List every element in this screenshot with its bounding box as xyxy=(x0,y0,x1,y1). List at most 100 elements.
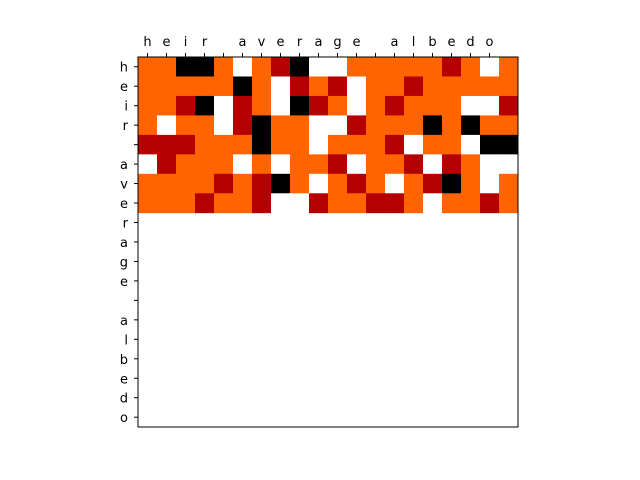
heatmap-cell-r4-c3 xyxy=(195,134,215,155)
heatmap-cell-r4-c12 xyxy=(366,134,386,155)
heatmap-cell-r0-c6 xyxy=(252,57,272,77)
heatmap-cell-r3-c4 xyxy=(214,115,234,136)
heatmap-cell-r4-c11 xyxy=(347,134,367,155)
heatmap-cell-r3-c10 xyxy=(328,115,348,136)
x-tick-label: o xyxy=(486,35,494,50)
x-tick-label: g xyxy=(333,35,341,50)
x-tick-label: b xyxy=(428,35,436,50)
heatmap-cell-r6-c11 xyxy=(347,173,367,194)
heatmap-cell-r1-c6 xyxy=(252,76,272,97)
heatmap-cell-r1-c14 xyxy=(404,76,424,97)
heatmap-cell-r0-c2 xyxy=(176,57,196,77)
heatmap-cell-r6-c17 xyxy=(461,173,481,194)
x-tick-label: i xyxy=(184,35,188,50)
heatmap-cell-r3-c16 xyxy=(442,115,462,136)
heatmap-cell-r1-c17 xyxy=(461,76,481,97)
heatmap-cell-r1-c2 xyxy=(176,76,196,97)
heatmap-cell-r7-c1 xyxy=(157,193,177,214)
y-tick-label: l xyxy=(124,333,128,348)
heatmap-cell-r6-c18 xyxy=(480,173,500,194)
heatmap-cell-r2-c5 xyxy=(233,95,253,116)
heatmap-cell-r3-c18 xyxy=(480,115,500,136)
y-tick-label: a xyxy=(120,314,128,329)
heatmap-cell-r6-c4 xyxy=(214,173,234,194)
heatmap-cell-r6-c10 xyxy=(328,173,348,194)
heatmap-cell-r2-c1 xyxy=(157,95,177,116)
heatmap-cell-r5-c0 xyxy=(138,154,158,175)
heatmap-cell-r0-c4 xyxy=(214,57,234,77)
heatmap-cell-r0-c13 xyxy=(385,57,405,77)
heatmap-cell-r4-c15 xyxy=(423,134,443,155)
heatmap-cell-r1-c7 xyxy=(271,76,291,97)
heatmap-cell-r5-c17 xyxy=(461,154,481,175)
heatmap-cell-r3-c19 xyxy=(499,115,519,136)
heatmap-cell-r5-c1 xyxy=(157,154,177,175)
heatmap-cell-r5-c6 xyxy=(252,154,272,175)
heatmap-cell-r6-c15 xyxy=(423,173,443,194)
heatmap-cell-r6-c2 xyxy=(176,173,196,194)
heatmap-cell-r7-c0 xyxy=(138,193,158,214)
heatmap-cell-r1-c15 xyxy=(423,76,443,97)
heatmap-cell-r2-c17 xyxy=(461,95,481,116)
y-tick-label: v xyxy=(120,178,128,193)
heatmap-cell-r3-c1 xyxy=(157,115,177,136)
heatmap-cell-r0-c0 xyxy=(138,57,158,77)
heatmap-cell-r7-c10 xyxy=(328,193,348,214)
heatmap-cell-r4-c6 xyxy=(252,134,272,155)
heatmap-cell-r2-c8 xyxy=(290,95,310,116)
heatmap-cell-r5-c13 xyxy=(385,154,405,175)
heatmap-cell-r7-c7 xyxy=(271,193,291,214)
heatmap-cell-r6-c12 xyxy=(366,173,386,194)
heatmap-cell-r5-c3 xyxy=(195,154,215,175)
heatmap-cell-r2-c19 xyxy=(499,95,519,116)
heatmap-cell-r4-c19 xyxy=(499,134,519,155)
heatmap-cell-r7-c11 xyxy=(347,193,367,214)
heatmap-cell-r0-c14 xyxy=(404,57,424,77)
heatmap-cell-r3-c11 xyxy=(347,115,367,136)
heatmap-cell-r2-c12 xyxy=(366,95,386,116)
heatmap-cell-r1-c13 xyxy=(385,76,405,97)
y-tick-label: e xyxy=(120,275,128,290)
heatmap-cell-r7-c9 xyxy=(309,193,329,214)
heatmap-cell-r0-c12 xyxy=(366,57,386,77)
heatmap-cell-r2-c16 xyxy=(442,95,462,116)
heatmap-cell-r4-c4 xyxy=(214,134,234,155)
heatmap-cell-r5-c12 xyxy=(366,154,386,175)
x-tick-label: l xyxy=(412,35,416,50)
x-tick-label: e xyxy=(353,35,361,50)
heatmap-cell-r7-c15 xyxy=(423,193,443,214)
heatmap-cell-r4-c10 xyxy=(328,134,348,155)
y-tick-label: d xyxy=(120,392,128,407)
x-tick-label: a xyxy=(391,35,399,50)
heatmap-cell-r4-c0 xyxy=(138,134,158,155)
heatmap-cell-r1-c3 xyxy=(195,76,215,97)
heatmap-cell-r0-c16 xyxy=(442,57,462,77)
heatmap-cell-r6-c16 xyxy=(442,173,462,194)
heatmap-cell-r3-c2 xyxy=(176,115,196,136)
heatmap-cell-r3-c9 xyxy=(309,115,329,136)
heatmap-cell-r6-c1 xyxy=(157,173,177,194)
heatmap-cell-r0-c1 xyxy=(157,57,177,77)
heatmap-cell-r2-c18 xyxy=(480,95,500,116)
heatmap-cell-r5-c8 xyxy=(290,154,310,175)
y-tick-label: h xyxy=(120,61,128,76)
heatmap-cell-r4-c16 xyxy=(442,134,462,155)
heatmap-cell-r5-c14 xyxy=(404,154,424,175)
heatmap-cell-r4-c8 xyxy=(290,134,310,155)
heatmap-cell-r1-c9 xyxy=(309,76,329,97)
heatmap-cell-r0-c10 xyxy=(328,57,348,77)
x-tick-label: d xyxy=(466,35,474,50)
heatmap-cell-r4-c7 xyxy=(271,134,291,155)
y-tick-label: a xyxy=(120,158,128,173)
heatmap-cell-r4-c13 xyxy=(385,134,405,155)
heatmap-cell-r7-c4 xyxy=(214,193,234,214)
heatmap-cell-r7-c14 xyxy=(404,193,424,214)
heatmap-cell-r1-c1 xyxy=(157,76,177,97)
heatmap-cell-r4-c18 xyxy=(480,134,500,155)
y-tick-label: e xyxy=(120,197,128,212)
heatmap-cell-r1-c12 xyxy=(366,76,386,97)
heatmap-cell-r2-c4 xyxy=(214,95,234,116)
heatmap-cell-r2-c7 xyxy=(271,95,291,116)
